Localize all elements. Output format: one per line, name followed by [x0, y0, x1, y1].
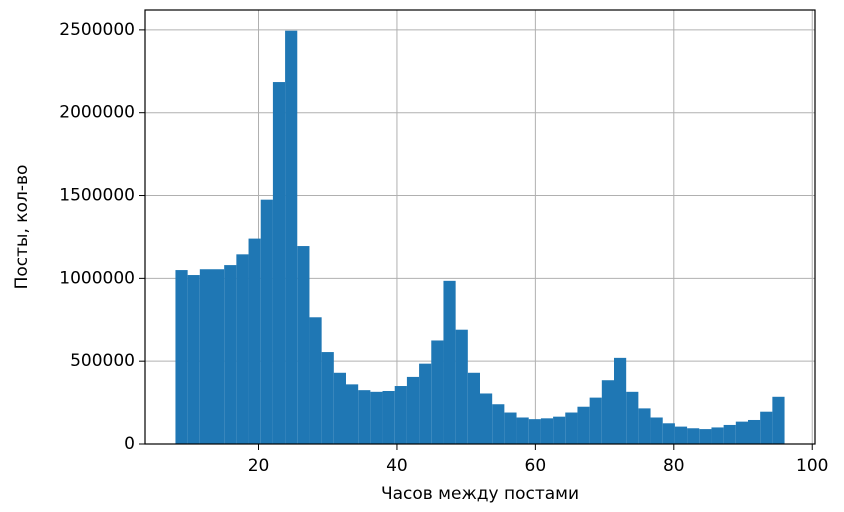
bar — [260, 199, 273, 444]
bar — [455, 329, 468, 444]
y-tick-label: 2000000 — [59, 103, 135, 123]
x-tick-label: 40 — [386, 456, 408, 476]
plot-frame — [144, 9, 816, 445]
bar — [431, 340, 444, 444]
bar — [212, 269, 225, 444]
bar — [272, 82, 286, 444]
bars-layer — [175, 30, 785, 444]
bar — [419, 363, 432, 444]
bar — [772, 396, 785, 444]
bar — [589, 397, 602, 444]
bar — [674, 426, 688, 444]
x-axis-label: Часов между постами — [381, 484, 579, 504]
x-tick-label: 80 — [663, 456, 685, 476]
bar — [577, 406, 590, 444]
x-tick-label: 60 — [525, 456, 547, 476]
bar — [626, 391, 639, 444]
bar — [297, 246, 310, 444]
bar — [735, 421, 748, 444]
bar — [467, 372, 480, 444]
bar — [199, 269, 212, 444]
bar — [443, 280, 456, 444]
bar — [553, 416, 566, 444]
bar — [309, 317, 322, 444]
bar — [406, 376, 420, 444]
bar — [224, 265, 237, 444]
bar — [285, 30, 298, 444]
bar — [638, 408, 651, 444]
y-tick-label: 1000000 — [59, 268, 135, 288]
bar — [723, 424, 736, 444]
y-tick-label: 0 — [124, 434, 135, 454]
y-tick-label: 500000 — [70, 351, 135, 371]
bar — [236, 254, 249, 444]
bar — [333, 372, 346, 444]
bar — [748, 419, 761, 444]
bar — [601, 380, 614, 444]
y-tick-label: 1500000 — [59, 186, 135, 206]
y-tick-label: 2500000 — [59, 20, 135, 40]
bar — [687, 428, 700, 444]
bar — [614, 357, 627, 444]
bar — [394, 386, 407, 444]
bar — [492, 404, 505, 444]
bar — [699, 429, 712, 444]
x-tick-label: 20 — [248, 456, 270, 476]
bar — [321, 352, 334, 444]
bar — [480, 393, 493, 444]
bar — [760, 411, 773, 444]
bar — [565, 412, 578, 444]
x-tick-label: 100 — [796, 456, 828, 476]
y-axis-label: Посты, кол-во — [12, 165, 32, 290]
bar — [516, 417, 529, 444]
bar — [540, 418, 554, 444]
bar — [711, 427, 724, 444]
bar — [382, 390, 395, 444]
bar — [187, 275, 200, 444]
bar — [175, 270, 188, 444]
bar — [358, 390, 371, 444]
bar — [528, 419, 541, 444]
bar — [662, 423, 675, 444]
bar — [248, 238, 261, 444]
bar — [504, 412, 517, 444]
bar — [346, 384, 359, 444]
bar — [370, 391, 383, 444]
bar — [650, 417, 663, 444]
